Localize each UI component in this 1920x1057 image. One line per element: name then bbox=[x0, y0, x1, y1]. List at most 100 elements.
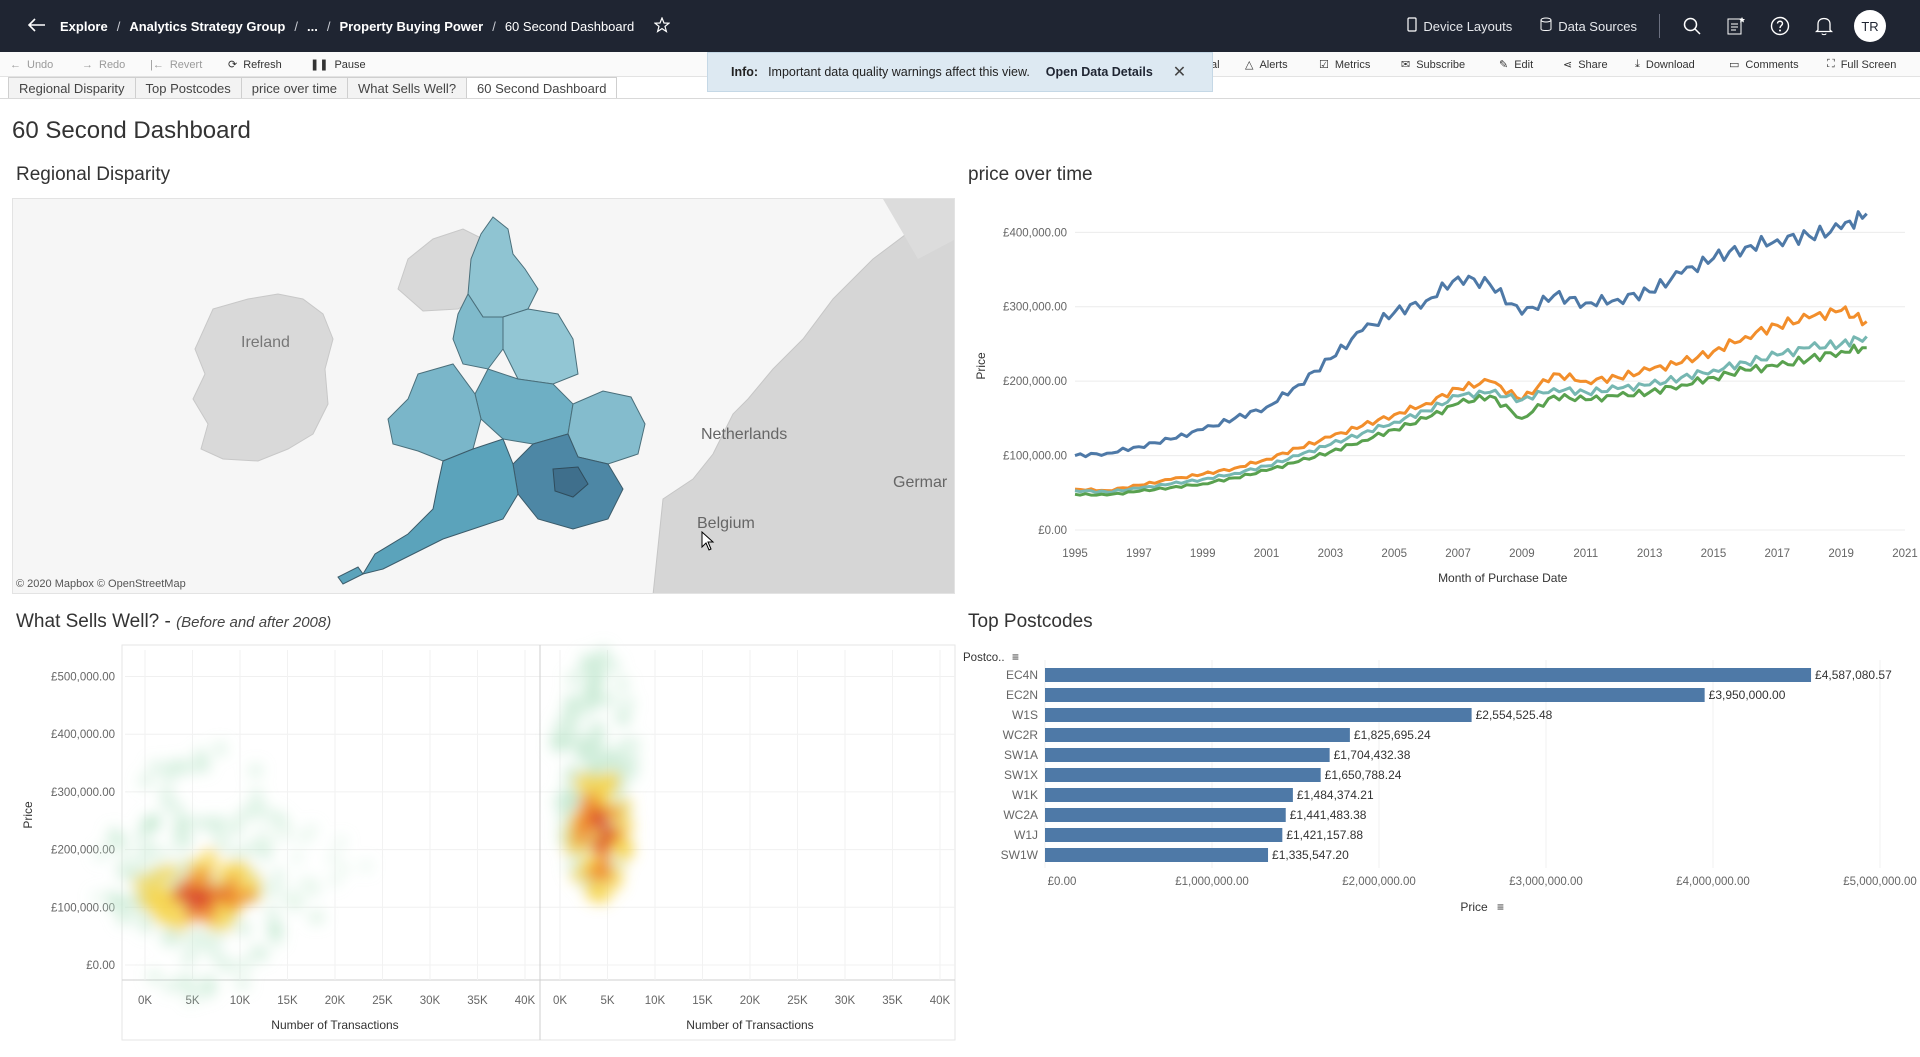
density-spot bbox=[231, 881, 250, 899]
density-spot bbox=[149, 891, 168, 910]
density-spot bbox=[224, 895, 243, 914]
density-spot bbox=[588, 812, 601, 825]
density-spot bbox=[587, 654, 602, 669]
tab-top-postcodes[interactable]: Top Postcodes bbox=[134, 77, 241, 99]
pause-button[interactable]: ❚❚ Pause bbox=[310, 52, 366, 77]
open-data-details-link[interactable]: Open Data Details bbox=[1045, 65, 1153, 79]
density-spot bbox=[184, 894, 197, 907]
density-spot bbox=[558, 833, 573, 848]
bar bbox=[1045, 728, 1350, 742]
density-spot bbox=[563, 702, 578, 717]
info-banner-label: Info: bbox=[731, 65, 759, 79]
density-spot bbox=[232, 862, 251, 881]
density-spot bbox=[597, 837, 610, 850]
density-spot bbox=[559, 731, 574, 746]
redo-button[interactable]: → Redo bbox=[82, 52, 125, 77]
sort-icon: ≡ bbox=[1012, 650, 1019, 664]
density-spot bbox=[200, 848, 219, 867]
tab-regional-disparity[interactable]: Regional Disparity bbox=[8, 77, 135, 99]
density-spot bbox=[205, 919, 218, 932]
regional-disparity-map[interactable]: Ireland Netherlands Belgium Germar © 202… bbox=[12, 198, 955, 594]
device-layouts-button[interactable]: Device Layouts bbox=[1407, 17, 1512, 35]
toolbar-partial-item[interactable]: al bbox=[1211, 52, 1220, 77]
density-spot bbox=[596, 845, 611, 860]
tab-price-over-time[interactable]: price over time bbox=[240, 77, 348, 99]
breadcrumb-ellipsis[interactable]: ... bbox=[306, 18, 318, 34]
share-icon: ⋖ bbox=[1563, 59, 1573, 71]
breadcrumb-explore[interactable]: Explore bbox=[60, 18, 108, 34]
density-spot bbox=[283, 828, 296, 841]
refresh-button[interactable]: ⟳ Refresh bbox=[228, 52, 282, 77]
density-spot bbox=[582, 857, 599, 874]
density-spot bbox=[230, 847, 245, 862]
alerts-button[interactable]: △ Alerts bbox=[1245, 52, 1288, 77]
tab-what-sells-well[interactable]: What Sells Well? bbox=[347, 77, 467, 99]
favorite-star-icon[interactable] bbox=[653, 15, 671, 36]
data-label: £1,484,374.21 bbox=[1297, 788, 1374, 802]
density-spot bbox=[165, 893, 184, 912]
density-spot bbox=[148, 869, 163, 884]
density-spot bbox=[226, 905, 241, 920]
share-button[interactable]: ⋖ Share bbox=[1563, 52, 1608, 77]
metrics-button[interactable]: ☑ Metrics bbox=[1319, 52, 1370, 77]
notification-bell-icon[interactable] bbox=[1810, 12, 1838, 40]
search-icon[interactable] bbox=[1678, 12, 1706, 40]
density-spot bbox=[116, 907, 131, 922]
x-tick-label: £2,000,000.00 bbox=[1342, 876, 1416, 888]
x-tick-label: 40K bbox=[515, 995, 536, 1007]
breadcrumb-analytics-strategy-group[interactable]: Analytics Strategy Group bbox=[129, 18, 286, 34]
breadcrumb-property-buying-power[interactable]: Property Buying Power bbox=[339, 18, 484, 34]
back-arrow-icon[interactable] bbox=[27, 16, 46, 37]
revert-button[interactable]: |← Revert bbox=[150, 52, 202, 77]
favorites-list-icon[interactable] bbox=[1722, 12, 1750, 40]
x-tick-label: 40K bbox=[930, 995, 951, 1007]
density-spot bbox=[615, 841, 632, 858]
density-spot bbox=[334, 835, 347, 848]
edit-button[interactable]: ✎ Edit bbox=[1499, 52, 1533, 77]
density-spot bbox=[195, 896, 208, 908]
download-button[interactable]: ⤓ Download bbox=[1635, 52, 1695, 77]
database-icon bbox=[1540, 17, 1552, 35]
density-spot bbox=[594, 862, 609, 877]
data-sources-button[interactable]: Data Sources bbox=[1540, 17, 1637, 35]
density-spot bbox=[213, 952, 228, 967]
revert-label: Revert bbox=[169, 58, 203, 71]
density-spot bbox=[603, 776, 618, 791]
comments-button[interactable]: ▭ Comments bbox=[1729, 52, 1799, 77]
density-spot bbox=[610, 826, 625, 841]
close-icon[interactable]: ✕ bbox=[1172, 64, 1187, 81]
tab-60-second-dashboard[interactable]: 60 Second Dashboard bbox=[466, 77, 618, 99]
bar bbox=[1045, 808, 1286, 822]
density-spot bbox=[309, 911, 322, 924]
help-icon[interactable] bbox=[1766, 12, 1794, 40]
east-anglia-region bbox=[567, 390, 646, 465]
density-spot bbox=[588, 753, 603, 768]
revert-icon: |← bbox=[150, 58, 164, 71]
density-spot bbox=[607, 834, 624, 851]
density-spot bbox=[572, 773, 589, 790]
subscribe-button[interactable]: ✉ Subscribe bbox=[1401, 52, 1465, 77]
breadcrumb-separator: / bbox=[294, 18, 298, 34]
heatmap-border bbox=[121, 644, 956, 1041]
density-spot bbox=[193, 889, 206, 902]
density-spot bbox=[573, 732, 588, 747]
density-spot bbox=[247, 880, 262, 895]
y-axis-header: Postco.. bbox=[963, 652, 1005, 664]
full-screen-button[interactable]: ⛶ Full Screen bbox=[1827, 52, 1896, 77]
density-spot bbox=[236, 922, 251, 937]
undo-button[interactable]: ← Undo bbox=[10, 52, 53, 77]
redo-icon: → bbox=[82, 58, 93, 71]
bar-chart-title: Top Postcodes bbox=[968, 611, 1093, 632]
density-spot bbox=[225, 903, 237, 916]
density-spot bbox=[590, 732, 605, 747]
density-spot bbox=[176, 886, 191, 901]
density-spot bbox=[592, 667, 606, 682]
density-spot bbox=[206, 913, 225, 932]
density-spot bbox=[590, 773, 606, 790]
density-spot bbox=[593, 792, 610, 809]
density-spot bbox=[268, 931, 283, 946]
density-spot bbox=[586, 763, 601, 778]
map-label-belgium: Belgium bbox=[697, 515, 755, 532]
series-line bbox=[1074, 210, 1868, 459]
user-avatar[interactable]: TR bbox=[1854, 10, 1886, 42]
